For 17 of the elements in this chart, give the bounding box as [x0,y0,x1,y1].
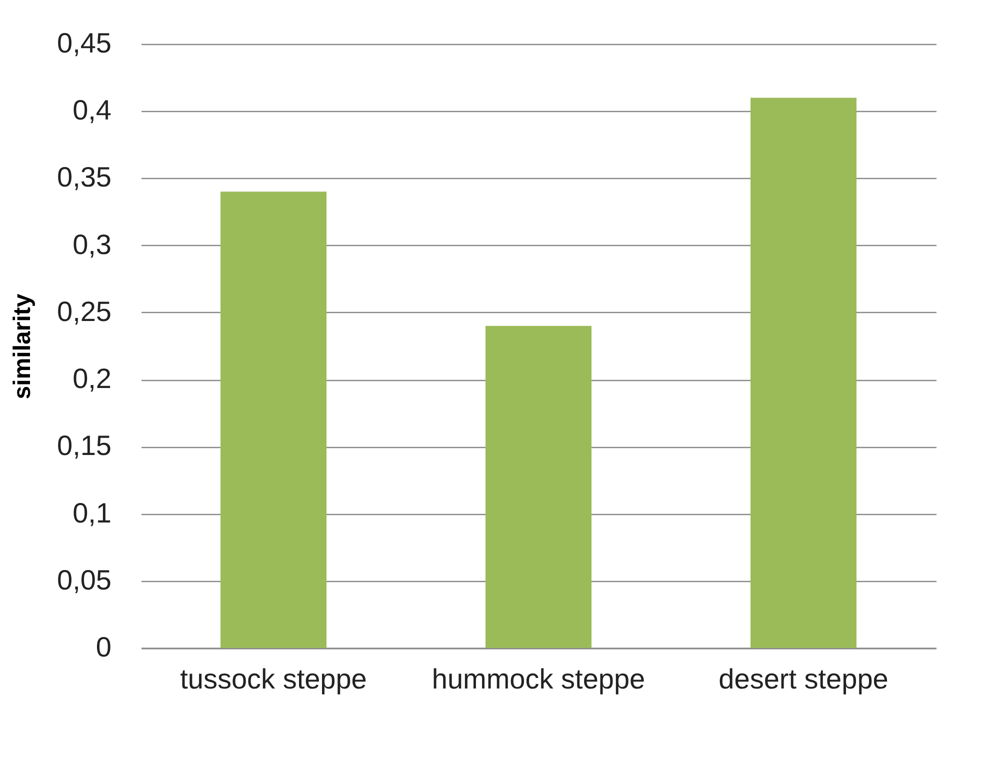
y-tick-label: 0,2 [72,363,112,394]
y-tick-label: 0,15 [57,430,112,462]
y-tick-label: 0,1 [72,497,112,528]
y-tick-label: 0,45 [57,28,112,58]
y-tick-label: 0,3 [72,228,112,260]
y-tick-label: 0,25 [57,296,112,327]
x-tick-label: hummock steppe [432,664,646,694]
y-axis-title: similarity [9,293,36,400]
x-tick-label: desert steppe [718,664,888,694]
y-tick-label: 0,05 [57,564,112,596]
bar [220,192,326,648]
y-tick-label: 0,4 [72,94,112,126]
y-tick-label: 0 [96,632,112,662]
bar [486,326,592,648]
bar [750,98,856,648]
y-tick-label: 0,35 [57,162,112,193]
x-tick-label: tussock steppe [180,664,367,694]
